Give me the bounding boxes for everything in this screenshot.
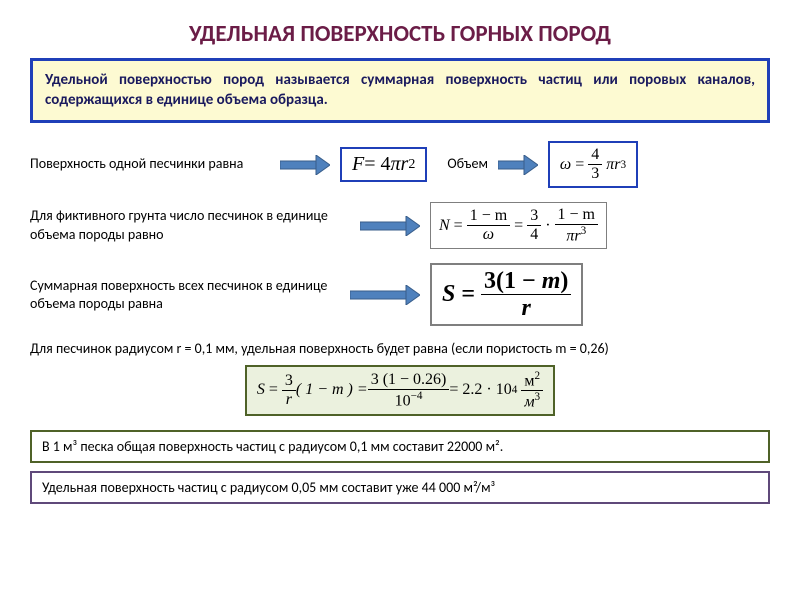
arrow-icon	[360, 216, 420, 236]
summary-box-1: В 1 м³ песка общая поверхность частиц с …	[30, 430, 770, 463]
total-surface-label: Суммарная поверхность всех песчинок в ед…	[30, 277, 340, 313]
arrow-icon	[498, 155, 538, 175]
formula-volume: ω = 43 πr3	[548, 141, 638, 188]
surface-label: Поверхность одной песчинки равна	[30, 155, 270, 173]
arrow-icon	[280, 155, 330, 175]
formula-surface: F = 4πr2	[340, 147, 427, 182]
volume-label: Объем	[447, 155, 488, 173]
formula-calculation: S = 3r ( 1 − m ) = 3 (1 − 0.26)10−4 = 2.…	[245, 365, 555, 417]
definition-box: Удельной поверхностью пород называется с…	[30, 58, 770, 123]
summary-box-2: Удельная поверхность частиц с радиусом 0…	[30, 471, 770, 504]
page-title: УДЕЛЬНАЯ ПОВЕРХНОСТЬ ГОРНЫХ ПОРОД	[30, 20, 770, 48]
row-total-surface: Суммарная поверхность всех песчинок в ед…	[30, 263, 770, 326]
definition-text: Удельной поверхностью пород называется с…	[45, 71, 755, 109]
formula-total-surface: S = 3(1 − m)r	[430, 263, 583, 326]
row-count-formula: Для фиктивного грунта число песчинок в е…	[30, 202, 770, 249]
row-surface-formula: Поверхность одной песчинки равна F = 4πr…	[30, 141, 770, 188]
calc-label: Для песчинок радиусом r = 0,1 мм, удельн…	[30, 340, 770, 358]
count-label: Для фиктивного грунта число песчинок в е…	[30, 207, 350, 243]
arrow-icon	[350, 285, 420, 305]
formula-count: N = 1 − mω = 34 · 1 − mπr3	[430, 202, 607, 249]
